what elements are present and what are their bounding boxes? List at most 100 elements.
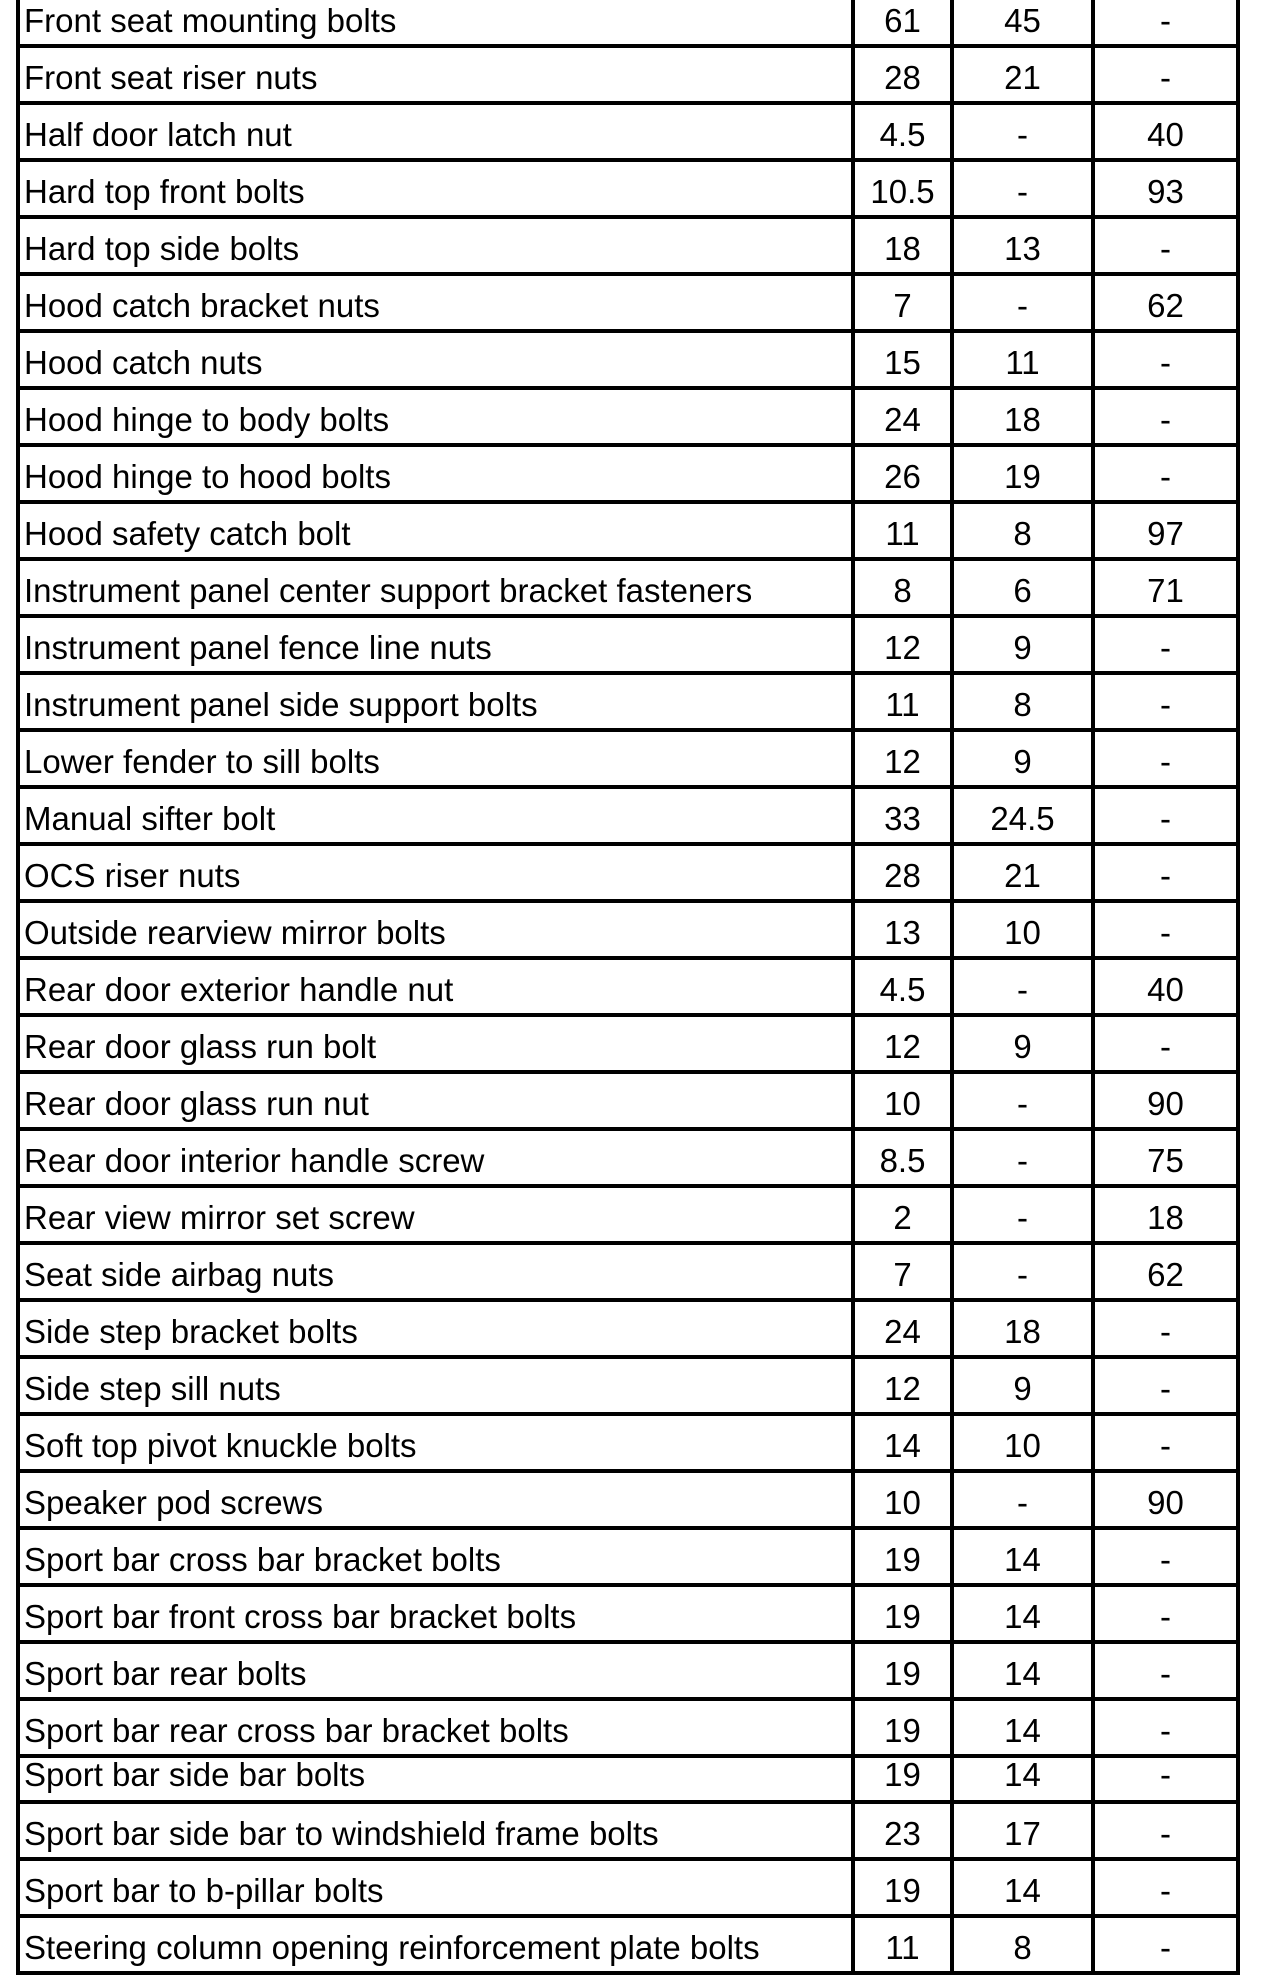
nm-value-cell: 24 xyxy=(851,390,950,443)
lb-in-value-cell: 18 xyxy=(1091,1188,1240,1241)
lb-ft-value-cell: 14 xyxy=(950,1530,1091,1583)
torque-spec-table: Front seat mounting bolts 61 45- Front seat… xyxy=(16,0,1240,1975)
lb-ft-value-cell: 21 xyxy=(950,48,1091,101)
lb-ft-value-cell: 14 xyxy=(950,1644,1091,1697)
lb-in-value-cell: 90 xyxy=(1091,1473,1240,1526)
lb-in-value-cell: - xyxy=(1091,618,1240,671)
lb-ft-value-cell: 45 xyxy=(950,0,1091,44)
lb-in-value-cell: 40 xyxy=(1091,105,1240,158)
lb-ft-value-cell: 17 xyxy=(950,1804,1091,1857)
fastener-name-cell: Soft top pivot knuckle bolts xyxy=(16,1416,851,1469)
lb-ft-value-cell: 18 xyxy=(950,390,1091,443)
fastener-name-cell: Seat side airbag nuts xyxy=(16,1245,851,1298)
fastener-name-cell: Lower fender to sill bolts xyxy=(16,732,851,785)
lb-in-value-cell: - xyxy=(1091,789,1240,842)
table-row: Speaker pod screws 10-90 xyxy=(16,1473,1240,1530)
nm-value-cell: 4.5 xyxy=(851,960,950,1013)
fastener-name-cell: Rear door glass run nut xyxy=(16,1074,851,1127)
lb-ft-value-cell: 9 xyxy=(950,618,1091,671)
nm-value-cell: 13 xyxy=(851,903,950,956)
lb-ft-value-cell: - xyxy=(950,1188,1091,1241)
table-row: Instrument panel side support bolts 11 8- xyxy=(16,675,1240,732)
lb-in-value-cell: 93 xyxy=(1091,162,1240,215)
lb-in-value-cell: - xyxy=(1091,1701,1240,1754)
fastener-name-cell: Sport bar side bar bolts xyxy=(16,1758,851,1800)
table-row: Hood safety catch bolt 11 8 97 xyxy=(16,504,1240,561)
lb-in-value-cell: - xyxy=(1091,1861,1240,1914)
table-row: Hood catch nuts 15 11- xyxy=(16,333,1240,390)
nm-value-cell: 8.5 xyxy=(851,1131,950,1184)
fastener-name-cell: Sport bar cross bar bracket bolts xyxy=(16,1530,851,1583)
lb-in-value-cell: 90 xyxy=(1091,1074,1240,1127)
lb-in-value-cell: - xyxy=(1091,1758,1240,1800)
table-row: Hard top front bolts 10.5-93 xyxy=(16,162,1240,219)
fastener-name-cell: Sport bar rear cross bar bracket bolts xyxy=(16,1701,851,1754)
table-row: Sport bar side bar bolts 19 14- xyxy=(16,1758,1240,1804)
lb-ft-value-cell: 18 xyxy=(950,1302,1091,1355)
nm-value-cell: 11 xyxy=(851,504,950,557)
lb-ft-value-cell: 14 xyxy=(950,1587,1091,1640)
nm-value-cell: 12 xyxy=(851,732,950,785)
lb-ft-value-cell: 21 xyxy=(950,846,1091,899)
fastener-name-cell: Sport bar front cross bar bracket bolts xyxy=(16,1587,851,1640)
nm-value-cell: 10 xyxy=(851,1074,950,1127)
lb-ft-value-cell: - xyxy=(950,276,1091,329)
lb-ft-value-cell: 10 xyxy=(950,1416,1091,1469)
fastener-name-cell: Manual sifter bolt xyxy=(16,789,851,842)
table-row: Seat side airbag nuts 7-62 xyxy=(16,1245,1240,1302)
nm-value-cell: 28 xyxy=(851,846,950,899)
fastener-name-cell: Sport bar side bar to windshield frame b… xyxy=(16,1804,851,1857)
lb-ft-value-cell: 14 xyxy=(950,1861,1091,1914)
fastener-name-cell: Hood catch bracket nuts xyxy=(16,276,851,329)
nm-value-cell: 19 xyxy=(851,1587,950,1640)
fastener-name-cell: Front seat mounting bolts xyxy=(16,0,851,44)
lb-ft-value-cell: - xyxy=(950,162,1091,215)
fastener-name-cell: Hood hinge to body bolts xyxy=(16,390,851,443)
nm-value-cell: 7 xyxy=(851,276,950,329)
nm-value-cell: 2 xyxy=(851,1188,950,1241)
lb-in-value-cell: - xyxy=(1091,675,1240,728)
lb-in-value-cell: - xyxy=(1091,732,1240,785)
nm-value-cell: 19 xyxy=(851,1758,950,1800)
fastener-name-cell: Rear view mirror set screw xyxy=(16,1188,851,1241)
fastener-name-cell: Instrument panel center support bracket … xyxy=(16,561,851,614)
lb-in-value-cell: - xyxy=(1091,333,1240,386)
lb-ft-value-cell: 8 xyxy=(950,675,1091,728)
nm-value-cell: 12 xyxy=(851,1359,950,1412)
fastener-name-cell: Sport bar rear bolts xyxy=(16,1644,851,1697)
fastener-name-cell: Hood catch nuts xyxy=(16,333,851,386)
lb-in-value-cell: - xyxy=(1091,219,1240,272)
lb-ft-value-cell: 9 xyxy=(950,732,1091,785)
lb-in-value-cell: - xyxy=(1091,1644,1240,1697)
nm-value-cell: 8 xyxy=(851,561,950,614)
lb-in-value-cell: 62 xyxy=(1091,276,1240,329)
table-row: OCS riser nuts 28 21- xyxy=(16,846,1240,903)
lb-ft-value-cell: 24.5 xyxy=(950,789,1091,842)
fastener-name-cell: Speaker pod screws xyxy=(16,1473,851,1526)
lb-ft-value-cell: 9 xyxy=(950,1017,1091,1070)
nm-value-cell: 24 xyxy=(851,1302,950,1355)
table-row: Hood hinge to hood bolts 26 19- xyxy=(16,447,1240,504)
nm-value-cell: 19 xyxy=(851,1861,950,1914)
fastener-name-cell: Side step sill nuts xyxy=(16,1359,851,1412)
lb-in-value-cell: - xyxy=(1091,48,1240,101)
lb-in-value-cell: 62 xyxy=(1091,1245,1240,1298)
lb-in-value-cell: 40 xyxy=(1091,960,1240,1013)
nm-value-cell: 19 xyxy=(851,1530,950,1583)
lb-ft-value-cell: - xyxy=(950,1074,1091,1127)
table-row: Side step sill nuts 12 9- xyxy=(16,1359,1240,1416)
fastener-name-cell: Side step bracket bolts xyxy=(16,1302,851,1355)
table-row: Hood hinge to body bolts 24 18- xyxy=(16,390,1240,447)
fastener-name-cell: Outside rearview mirror bolts xyxy=(16,903,851,956)
table-row: Front seat riser nuts 28 21- xyxy=(16,48,1240,105)
lb-in-value-cell: - xyxy=(1091,1017,1240,1070)
lb-in-value-cell: - xyxy=(1091,1359,1240,1412)
lb-in-value-cell: - xyxy=(1091,447,1240,500)
table-row: Front seat mounting bolts 61 45- xyxy=(16,0,1240,48)
table-row: Rear door glass run nut 10-90 xyxy=(16,1074,1240,1131)
lb-in-value-cell: - xyxy=(1091,1416,1240,1469)
table-row: Instrument panel center support bracket … xyxy=(16,561,1240,618)
table-row: Soft top pivot knuckle bolts 14 10- xyxy=(16,1416,1240,1473)
nm-value-cell: 7 xyxy=(851,1245,950,1298)
fastener-name-cell: Rear door glass run bolt xyxy=(16,1017,851,1070)
